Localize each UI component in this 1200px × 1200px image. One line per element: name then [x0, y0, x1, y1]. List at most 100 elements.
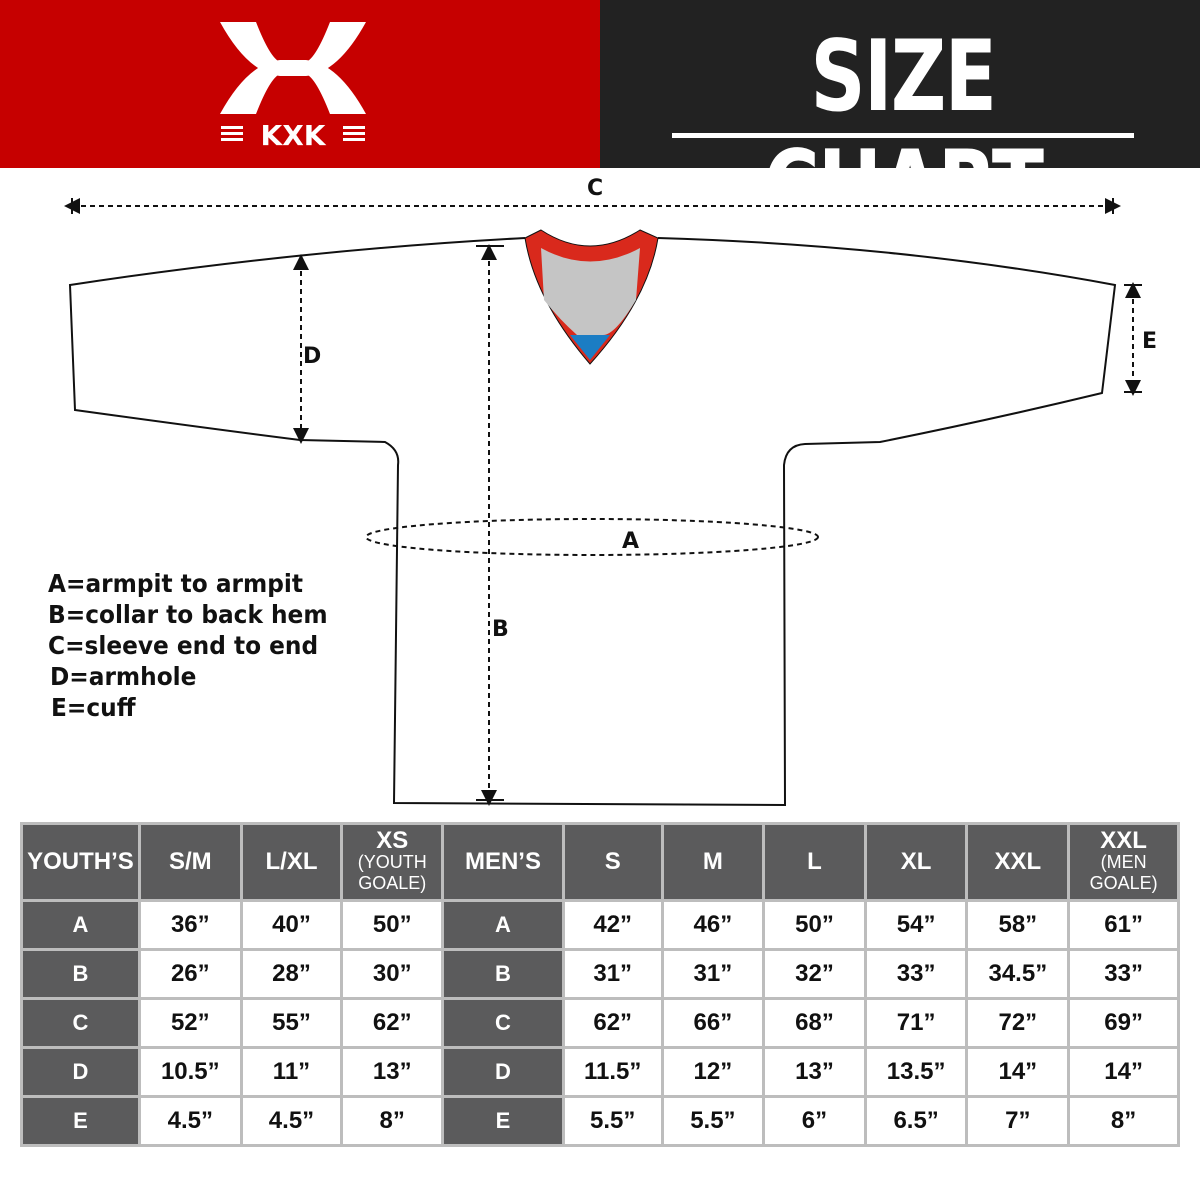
- men-value-cell: 14”: [1067, 1046, 1180, 1098]
- size-label: XXL: [1100, 827, 1147, 854]
- youth-size-header: L/XL: [239, 822, 344, 902]
- youth-row-label: A: [20, 899, 141, 951]
- men-value-cell: 7”: [965, 1095, 1071, 1147]
- table-row: B 26” 28” 30” B 31” 31” 32” 33” 34.5” 33”: [20, 948, 1180, 1000]
- men-value-cell: 5.5”: [561, 1095, 664, 1147]
- header-title-panel: [600, 0, 1200, 168]
- youth-row-label: D: [20, 1046, 141, 1098]
- kxk-logo: KXK: [220, 22, 366, 150]
- legend-item: B=collar to back hem: [48, 600, 328, 629]
- youth-value-cell: 55”: [239, 997, 344, 1049]
- size-label: XXL: [994, 848, 1042, 875]
- men-value-cell: 61”: [1067, 899, 1180, 951]
- youth-row-label: E: [20, 1095, 141, 1147]
- men-value-cell: 14”: [965, 1046, 1071, 1098]
- youth-value-cell: 62”: [340, 997, 445, 1049]
- men-value-cell: 71”: [863, 997, 969, 1049]
- men-size-header: M: [660, 822, 766, 902]
- men-value-cell: 42”: [561, 899, 664, 951]
- youth-value-cell: 36”: [137, 899, 243, 951]
- table-header-row: YOUTH’S S/M L/XL XS (YOUTH GOALE) MEN’S S M L XL X…: [20, 822, 1180, 902]
- page-title: SIZE CHART: [763, 20, 1044, 244]
- youth-value-cell: 26”: [137, 948, 243, 1000]
- youth-value-cell: 30”: [340, 948, 445, 1000]
- men-value-cell: 68”: [762, 997, 867, 1049]
- youth-row-label: B: [20, 948, 141, 1000]
- size-label: YOUTH’S: [27, 848, 134, 875]
- men-value-cell: 6.5”: [863, 1095, 969, 1147]
- men-size-header: XXL (MEN GOALE): [1067, 822, 1180, 902]
- men-value-cell: 33”: [863, 948, 969, 1000]
- youth-value-cell: 4.5”: [239, 1095, 344, 1147]
- men-row-label: D: [441, 1046, 565, 1098]
- men-value-cell: 46”: [660, 899, 766, 951]
- men-value-cell: 34.5”: [965, 948, 1071, 1000]
- men-value-cell: 69”: [1067, 997, 1180, 1049]
- size-label: L: [807, 848, 822, 875]
- youth-value-cell: 10.5”: [137, 1046, 243, 1098]
- men-value-cell: 33”: [1067, 948, 1180, 1000]
- youth-size-header: XS (YOUTH GOALE): [340, 822, 445, 902]
- legend-item: C=sleeve end to end: [48, 631, 319, 660]
- legend-item: E=cuff: [51, 693, 136, 722]
- youth-value-cell: 28”: [239, 948, 344, 1000]
- men-value-cell: 31”: [561, 948, 664, 1000]
- men-value-cell: 32”: [762, 948, 867, 1000]
- youth-value-cell: 11”: [239, 1046, 344, 1098]
- youth-value-cell: 8”: [340, 1095, 445, 1147]
- jersey-diagram: [64, 198, 1142, 807]
- table-row: C 52” 55” 62” C 62” 66” 68” 71” 72” 69”: [20, 997, 1180, 1049]
- table-row: D 10.5” 11” 13” D 11.5” 12” 13” 13.5” 14” 14”: [20, 1046, 1180, 1098]
- size-sublabel: (MEN GOALE): [1089, 852, 1158, 893]
- men-size-header: L: [762, 822, 867, 902]
- youth-value-cell: 13”: [340, 1046, 445, 1098]
- table-row: A 36” 40” 50” A 42” 46” 50” 54” 58” 61”: [20, 899, 1180, 951]
- men-value-cell: 72”: [965, 997, 1071, 1049]
- title-underline: [672, 133, 1134, 138]
- youth-size-header: S/M: [137, 822, 243, 902]
- youth-value-cell: 4.5”: [137, 1095, 243, 1147]
- men-header: MEN’S: [441, 822, 565, 902]
- men-value-cell: 58”: [965, 899, 1071, 951]
- youth-value-cell: 50”: [340, 899, 445, 951]
- label-b: B: [492, 617, 509, 642]
- table-row: E 4.5” 4.5” 8” E 5.5” 5.5” 6” 6.5” 7” 8”: [20, 1095, 1180, 1147]
- men-value-cell: 12”: [660, 1046, 766, 1098]
- label-a: A: [622, 529, 640, 554]
- label-e: E: [1142, 329, 1158, 354]
- size-label: S/M: [168, 848, 212, 875]
- men-row-label: E: [441, 1095, 565, 1147]
- size-label: MEN’S: [464, 848, 541, 875]
- legend-item: D=armhole: [50, 662, 197, 691]
- men-size-header: S: [561, 822, 664, 902]
- label-c: C: [587, 176, 604, 201]
- men-value-cell: 13”: [762, 1046, 867, 1098]
- men-value-cell: 8”: [1067, 1095, 1180, 1147]
- men-value-cell: 6”: [762, 1095, 867, 1147]
- men-row-label: B: [441, 948, 565, 1000]
- measurement-legend: A=armpit to armpit B=collar to back hem …: [48, 568, 349, 723]
- men-value-cell: 5.5”: [660, 1095, 766, 1147]
- men-row-label: C: [441, 997, 565, 1049]
- size-label: XS: [376, 827, 409, 854]
- men-value-cell: 54”: [863, 899, 969, 951]
- size-table: YOUTH’S S/M L/XL XS (YOUTH GOALE) MEN’S S M L XL X…: [20, 822, 1180, 1147]
- jersey-outline: [68, 237, 1117, 807]
- youth-value-cell: 40”: [239, 899, 344, 951]
- men-size-header: XL: [863, 822, 969, 902]
- size-label: XL: [900, 848, 932, 875]
- size-sublabel: (YOUTH GOALE): [357, 852, 427, 893]
- men-value-cell: 66”: [660, 997, 766, 1049]
- men-value-cell: 62”: [561, 997, 664, 1049]
- legend-item: A=armpit to armpit: [48, 569, 303, 598]
- men-value-cell: 31”: [660, 948, 766, 1000]
- size-label: M: [702, 848, 723, 875]
- men-row-label: A: [441, 899, 565, 951]
- size-label: L/XL: [265, 848, 318, 875]
- men-value-cell: 13.5”: [863, 1046, 969, 1098]
- youth-header: YOUTH’S: [20, 822, 141, 902]
- men-value-cell: 11.5”: [561, 1046, 664, 1098]
- men-value-cell: 50”: [762, 899, 867, 951]
- label-d: D: [303, 344, 322, 369]
- youth-value-cell: 52”: [137, 997, 243, 1049]
